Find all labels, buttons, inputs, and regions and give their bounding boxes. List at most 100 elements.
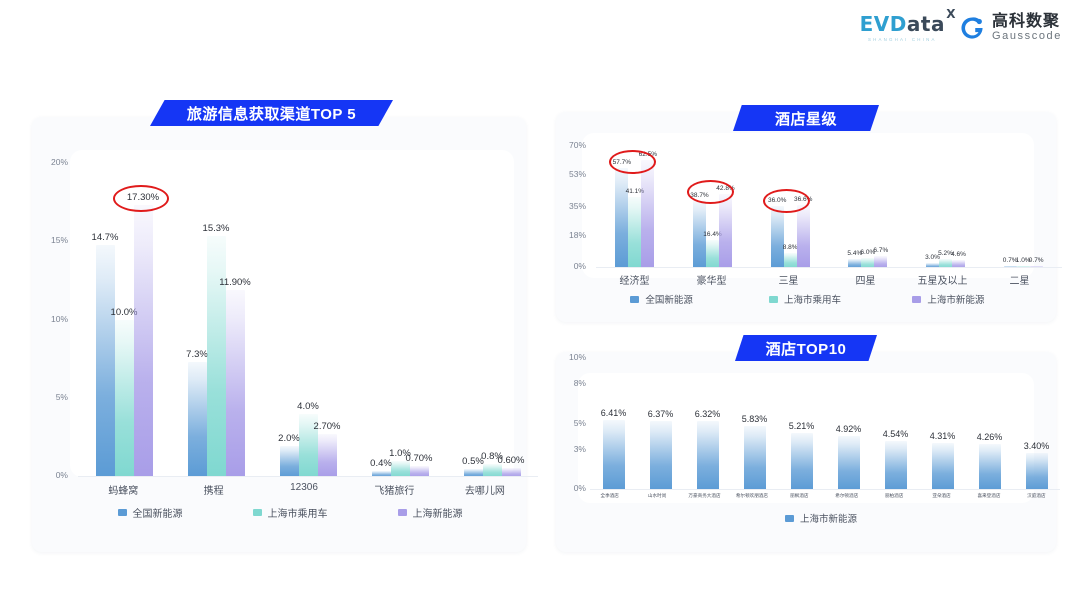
- bar[interactable]: 41.1%: [626, 188, 644, 268]
- y-axis-tick: 53%: [568, 169, 586, 180]
- bar-group: 57.7% 41.1% 62.5%: [596, 147, 674, 268]
- bar[interactable]: 36.0%: [768, 197, 786, 268]
- evdata-wordmark: EVData X: [860, 8, 956, 34]
- legend-item[interactable]: 上海市新能源: [877, 292, 1020, 306]
- bar-value-label: 5.21%: [788, 421, 815, 432]
- legend-item[interactable]: 上海市乘用车: [733, 292, 876, 306]
- y-axis-tick: 10%: [50, 313, 68, 324]
- bar-cluster: 0.5% 0.8% 0.60%: [462, 162, 524, 477]
- bar[interactable]: 4.31%: [930, 431, 955, 490]
- bar-value-label: 0.60%: [497, 454, 525, 466]
- bar-group: 4.54%: [872, 381, 919, 490]
- bar[interactable]: 3.40%: [1024, 441, 1049, 490]
- x-axis-label: 汉庭酒店: [1027, 493, 1046, 498]
- bar[interactable]: 4.0%: [297, 401, 319, 477]
- legend-label: 全国新能源: [645, 295, 693, 306]
- bar-group: 6.32%: [684, 381, 731, 490]
- bar[interactable]: 0.60%: [498, 455, 524, 477]
- bar[interactable]: 0.70%: [406, 453, 432, 477]
- bar[interactable]: 4.26%: [977, 432, 1002, 490]
- legend-swatch-icon: [912, 295, 922, 303]
- bar[interactable]: 62.5%: [639, 151, 657, 268]
- bar-value-label: 5.4%: [847, 249, 863, 257]
- legend-item[interactable]: 上海市乘用车: [220, 505, 360, 520]
- x-axis-labels-hotel-star: 经济型 豪华型 三星 四星 五星及以上 二星: [596, 272, 1058, 287]
- bar[interactable]: 0.4%: [370, 458, 392, 477]
- bar[interactable]: 42.8%: [716, 185, 735, 268]
- bar-value-label: 1.0%: [389, 448, 411, 460]
- bar[interactable]: 0.8%: [481, 451, 503, 477]
- bar-value-label: 4.92%: [835, 424, 862, 435]
- bar[interactable]: 38.7%: [690, 192, 709, 268]
- bar-group: 0.4% 1.0% 0.70%: [354, 162, 446, 477]
- bar[interactable]: 5.83%: [742, 414, 767, 490]
- y-axis-tick: 3%: [573, 443, 586, 454]
- legend-travel-channels: 全国新能源 上海市乘用车 上海新能源: [80, 505, 500, 520]
- bar-cluster: 14.7% 10.0% 17.30%: [92, 162, 159, 477]
- legend-label: 上海市乘用车: [267, 509, 328, 520]
- bar[interactable]: 1.0%: [389, 448, 411, 477]
- bar-value-label: 5.2%: [938, 250, 953, 258]
- chart-title-hotel-top10: 酒店TOP10: [735, 335, 877, 361]
- bar[interactable]: 5.2%: [938, 250, 953, 268]
- bar[interactable]: 6.32%: [695, 409, 720, 490]
- bar[interactable]: 4.6%: [951, 251, 966, 268]
- bar[interactable]: 16.4%: [703, 231, 722, 268]
- legend-item[interactable]: 上海新能源: [360, 505, 500, 520]
- bar[interactable]: 11.90%: [219, 277, 251, 477]
- bar[interactable]: 5.21%: [789, 421, 814, 490]
- x-axis-label: 五星及以上: [917, 276, 968, 287]
- bar[interactable]: 0.5%: [462, 456, 484, 477]
- bar[interactable]: 10.0%: [111, 307, 137, 477]
- y-axis-tick: 8%: [573, 378, 586, 389]
- bar-value-label: 11.90%: [219, 276, 251, 288]
- bar-cluster: 57.7% 41.1% 62.5%: [613, 147, 657, 268]
- x-axis-label: 豪华型: [696, 276, 727, 287]
- legend-hotel-top10: 上海市新能源: [696, 511, 946, 525]
- bar[interactable]: 7.3%: [186, 349, 208, 477]
- bar[interactable]: 14.7%: [92, 232, 118, 477]
- y-axis-tick: 10%: [568, 352, 586, 362]
- bar[interactable]: 2.70%: [314, 421, 340, 477]
- legend-item[interactable]: 上海市新能源: [696, 511, 946, 525]
- y-axis-tick: 70%: [568, 140, 586, 150]
- x-axis-label: 亚朵酒店: [932, 493, 951, 498]
- bar[interactable]: 6.7%: [873, 247, 888, 268]
- bar-cluster: 5.4% 6.0% 6.7%: [847, 147, 888, 268]
- legend-item[interactable]: 全国新能源: [590, 292, 733, 306]
- bar[interactable]: 3.0%: [925, 254, 940, 268]
- bar-value-label: 6.37%: [647, 408, 674, 419]
- bar[interactable]: 6.0%: [860, 249, 875, 268]
- bar[interactable]: 5.4%: [847, 250, 862, 268]
- bar[interactable]: 6.37%: [648, 409, 673, 490]
- chart-travel-info-channels: 20% 15% 10% 5% 0% 14.7% 10.0% 17.30% 7.3% 15.3% 1…: [32, 150, 538, 530]
- bar[interactable]: 6.41%: [601, 408, 626, 490]
- legend-swatch-icon: [768, 295, 778, 303]
- bar[interactable]: 8.8%: [783, 244, 798, 268]
- bar-value-label: 0.8%: [481, 451, 503, 463]
- bar[interactable]: 36.6%: [794, 196, 812, 268]
- x-axis-label: 喜来登酒店: [977, 493, 1001, 498]
- bar[interactable]: 2.0%: [278, 433, 300, 477]
- bar-group: 2.0% 4.0% 2.70%: [262, 162, 354, 477]
- legend-swatch-icon: [252, 509, 262, 516]
- y-axis-tick: 18%: [568, 229, 586, 240]
- x-axis-labels-travel-channels: 蚂蜂窝 携程 12306 飞猪旅行 去哪儿网: [78, 482, 530, 497]
- bar[interactable]: 4.92%: [836, 424, 861, 490]
- y-axis-tick: 5%: [55, 391, 68, 402]
- bar[interactable]: 57.7%: [613, 159, 631, 268]
- legend-item[interactable]: 全国新能源: [80, 505, 220, 520]
- x-axis-line: [590, 489, 1060, 490]
- bar-value-label: 6.0%: [860, 248, 876, 256]
- y-axis-tick: 5%: [573, 417, 586, 428]
- bar-cluster: 4.92%: [836, 381, 861, 490]
- legend-label: 上海市乘用车: [783, 295, 841, 306]
- bar[interactable]: 17.30%: [127, 192, 159, 477]
- bar-cluster: 3.0% 5.2% 4.6%: [925, 147, 966, 268]
- bar-value-label: 0.7%: [1002, 257, 1018, 264]
- bar[interactable]: 4.54%: [883, 429, 908, 490]
- bar-value-label: 36.6%: [793, 195, 813, 203]
- gausscode-name-en: Gausscode: [991, 29, 1062, 42]
- bar[interactable]: 15.3%: [203, 223, 229, 477]
